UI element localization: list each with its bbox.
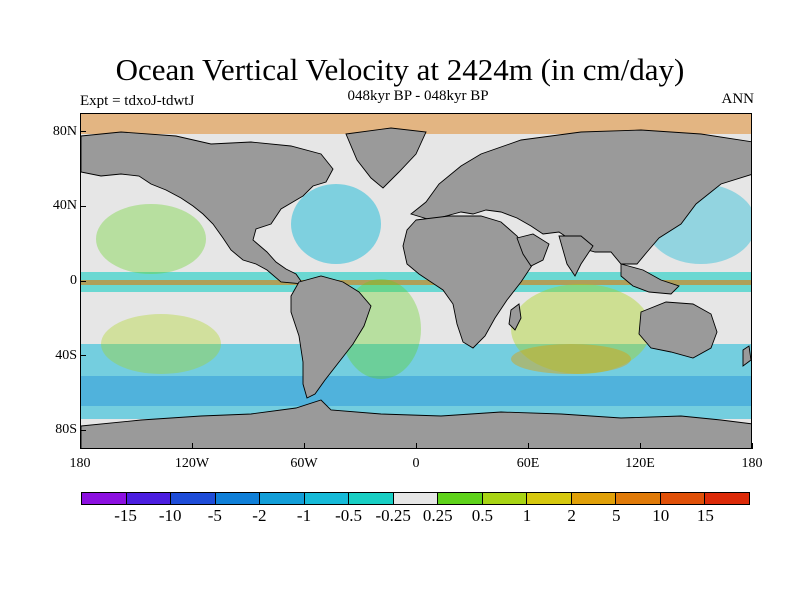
colorbar-label: -0.25 — [375, 506, 411, 525]
lat-tick-mark — [80, 205, 86, 207]
north-america — [81, 131, 334, 285]
time-range-subtitle: 048kyr BP - 048kyr BP — [347, 88, 489, 104]
lon-tick-mark — [639, 443, 641, 449]
colorbar-label: -2 — [252, 506, 267, 525]
colorbar-label: 1 — [522, 506, 532, 525]
ocean-field — [81, 114, 751, 448]
colorbar-swatch — [616, 493, 661, 504]
land-masses — [81, 127, 751, 448]
indian-ocean-core — [511, 344, 631, 374]
southern-ocean-core — [81, 376, 751, 406]
madagascar — [508, 303, 522, 331]
north-pacific-patch — [96, 204, 206, 274]
lat-tick-label: 40N — [52, 198, 77, 214]
colorbar-swatch — [304, 493, 350, 504]
lat-tick-mark — [80, 355, 86, 357]
colorbar-label: 5 — [611, 506, 621, 525]
lon-tick-mark — [751, 443, 753, 449]
lon-tick-label: 120W — [174, 456, 210, 471]
colorbar-swatch — [393, 493, 439, 504]
eurasia — [410, 129, 751, 265]
colorbar-swatch — [527, 493, 572, 504]
lon-tick-mark — [79, 443, 81, 449]
lat-tick-mark — [80, 280, 86, 282]
colorbar-label: -1 — [296, 506, 312, 525]
southern-ocean-band — [81, 344, 751, 419]
colorbar-swatch — [438, 493, 483, 504]
antarctica — [81, 399, 751, 448]
colorbar-swatch — [571, 493, 617, 504]
lat-tick-label: 80S — [55, 422, 77, 438]
indian-ocean-patch — [511, 284, 651, 374]
lon-tick-label: 120E — [625, 456, 655, 471]
colorbar-label: 2 — [567, 506, 576, 525]
colorbar-label: 0.5 — [471, 506, 494, 525]
colorbar-label: 10 — [652, 506, 670, 525]
lat-tick-mark — [80, 429, 86, 431]
south-america — [290, 275, 372, 399]
colorbar — [81, 492, 750, 505]
lon-tick-label: 0 — [412, 456, 420, 471]
map-panel — [80, 113, 752, 449]
colorbar-label: -10 — [158, 506, 182, 525]
lon-tick-label: 180 — [69, 456, 91, 471]
colorbar-swatch — [126, 493, 172, 504]
lon-tick-label: 60W — [290, 456, 318, 471]
lat-tick-label: 80N — [52, 123, 77, 139]
colorbar-label: -0.5 — [335, 506, 363, 525]
australia — [638, 301, 718, 359]
colorbar-swatch — [215, 493, 261, 504]
lat-tick-mark — [80, 131, 86, 133]
new-zealand — [742, 345, 751, 367]
experiment-subtitle: Expt = tdxoJ-tdwtJ — [80, 93, 195, 109]
lon-tick-label: 180 — [741, 456, 763, 471]
colorbar-swatch — [260, 493, 305, 504]
ocean-velocity-map — [81, 114, 751, 448]
lat-tick-label: 40S — [55, 347, 77, 363]
colorbar-swatch — [171, 493, 216, 504]
lon-tick-mark — [303, 443, 305, 449]
colorbar-label: -15 — [114, 506, 137, 525]
greenland — [345, 127, 427, 189]
colorbar-swatch — [82, 493, 127, 504]
lon-tick-mark — [527, 443, 529, 449]
season-subtitle: ANN — [721, 91, 755, 107]
arabia — [516, 233, 550, 267]
colorbar-swatch — [482, 493, 528, 504]
north-atlantic-patch — [291, 184, 381, 264]
colorbar-label: 0.25 — [422, 506, 453, 525]
plot-title: Ocean Vertical Velocity at 2424m (in cm/… — [115, 52, 685, 87]
maritime-continent — [620, 263, 680, 295]
arctic-band — [81, 114, 751, 134]
south-pacific-patch — [101, 314, 221, 374]
equatorial-core — [81, 280, 751, 285]
colorbar-swatch — [660, 493, 706, 504]
lon-tick-mark — [191, 443, 193, 449]
colorbar-swatch — [349, 493, 394, 504]
lon-tick-label: 60E — [516, 456, 540, 471]
colorbar-label: -5 — [207, 506, 222, 525]
india — [558, 235, 594, 277]
africa — [402, 215, 534, 349]
colorbar-swatch — [705, 493, 749, 504]
colorbar-label: 15 — [696, 506, 714, 525]
lon-tick-mark — [415, 443, 417, 449]
lat-tick-label: 0 — [70, 273, 77, 288]
